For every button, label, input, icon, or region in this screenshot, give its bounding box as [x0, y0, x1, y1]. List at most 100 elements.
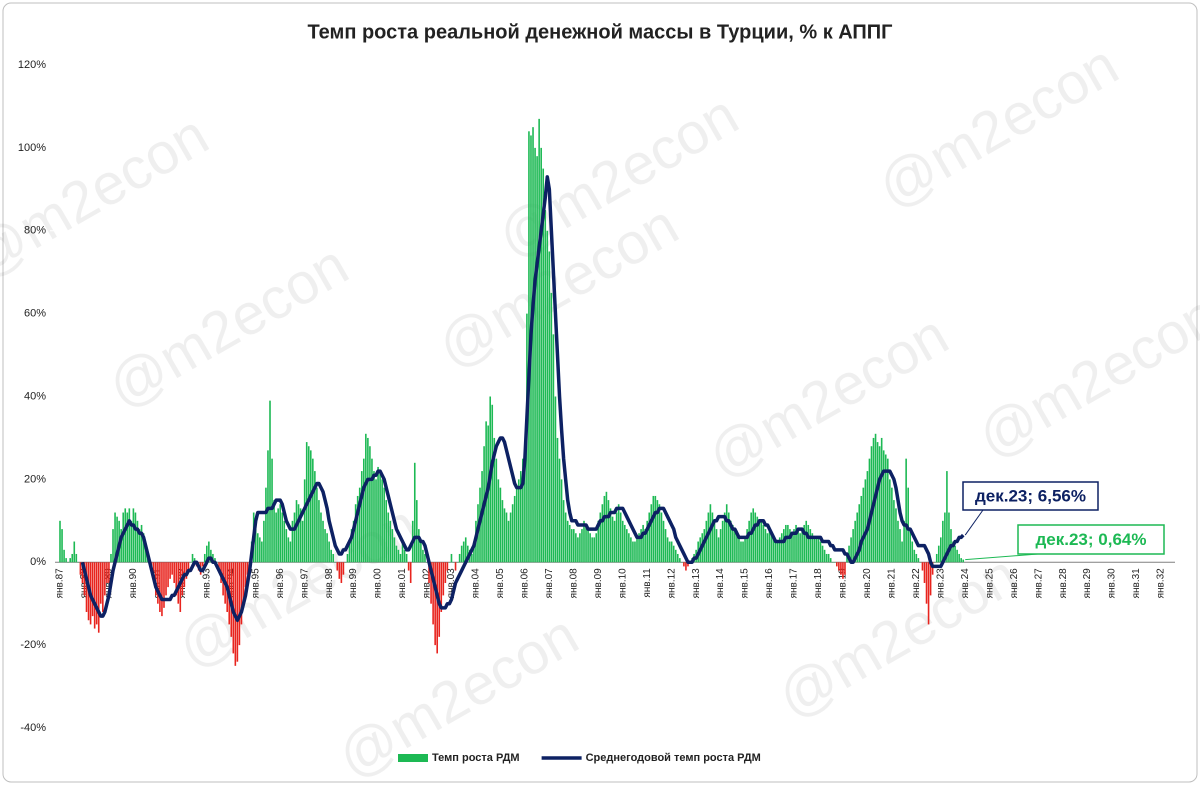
bar [506, 513, 508, 563]
bar [630, 537, 632, 562]
bar [781, 533, 783, 562]
bar [765, 529, 767, 562]
bar [124, 508, 126, 562]
bar [830, 558, 832, 562]
bar [408, 562, 410, 570]
bar [463, 542, 465, 563]
bar [775, 542, 777, 563]
bar [277, 508, 279, 562]
bar [546, 231, 548, 563]
bar [294, 513, 296, 563]
bar [544, 210, 546, 562]
bar [131, 521, 133, 562]
bar [669, 542, 671, 563]
bar [916, 554, 918, 562]
bar [508, 521, 510, 562]
bar [165, 562, 167, 595]
bar [752, 508, 754, 562]
bar [887, 459, 889, 563]
bar [385, 500, 387, 562]
bar [500, 488, 502, 563]
bar [842, 562, 844, 579]
bar [897, 521, 899, 562]
bar [563, 500, 565, 562]
bar [361, 471, 363, 562]
bar [316, 488, 318, 563]
bar [575, 533, 577, 562]
y-tick-label: -40% [20, 722, 46, 734]
x-tick-label: янв.00 [373, 568, 384, 599]
chart-title: Темп роста реальной денежной массы в Тур… [307, 21, 892, 43]
bar [320, 513, 322, 563]
bar [269, 401, 271, 563]
bar [436, 562, 438, 653]
bar [369, 446, 371, 562]
bar [820, 542, 822, 563]
x-tick-label: янв.05 [495, 568, 506, 599]
bar [133, 508, 135, 562]
bar [263, 521, 265, 562]
bar [754, 513, 756, 563]
bar [104, 562, 106, 595]
bar [936, 554, 938, 562]
x-tick-label: янв.18 [813, 568, 824, 599]
bar [744, 537, 746, 562]
bar [392, 529, 394, 562]
bar [80, 562, 82, 574]
bar [683, 562, 685, 566]
bar [491, 405, 493, 562]
x-tick-label: янв.09 [593, 568, 604, 599]
bar [763, 525, 765, 562]
bar [192, 554, 194, 562]
bar [273, 500, 275, 562]
y-tick-label: 40% [24, 390, 46, 402]
bar [504, 508, 506, 562]
bar [290, 542, 292, 563]
bar [400, 554, 402, 562]
bar [398, 550, 400, 562]
bar [826, 554, 828, 562]
bar [100, 562, 102, 603]
bar [726, 504, 728, 562]
bar [447, 562, 449, 570]
bar [767, 533, 769, 562]
bar [137, 521, 139, 562]
bar [159, 562, 161, 612]
bar [322, 521, 324, 562]
bar [593, 537, 595, 562]
bar [838, 562, 840, 570]
bar [761, 521, 763, 562]
bar [924, 562, 926, 583]
bar [363, 459, 365, 563]
bar [173, 562, 175, 583]
y-tick-label: 60% [24, 308, 46, 320]
y-tick-label: 80% [24, 225, 46, 237]
bar [63, 550, 65, 562]
bar [237, 562, 239, 661]
bar [557, 438, 559, 562]
x-tick-label: янв.26 [1009, 568, 1020, 599]
bar [671, 542, 673, 563]
bar [867, 471, 869, 562]
bar [616, 513, 618, 563]
x-tick-label: янв.95 [250, 568, 261, 599]
bar [336, 562, 338, 570]
x-tick-label: янв.29 [1082, 568, 1093, 599]
bar [414, 463, 416, 562]
bar [328, 542, 330, 563]
bar [390, 521, 392, 562]
bar [822, 546, 824, 563]
bar [895, 508, 897, 562]
bar [942, 521, 944, 562]
bar [818, 537, 820, 562]
bar [112, 529, 114, 562]
x-tick-label: янв.04 [471, 568, 482, 599]
x-tick-label: янв.97 [299, 568, 310, 599]
bar [332, 554, 334, 562]
bar [92, 562, 94, 616]
bar [553, 334, 555, 562]
bar [422, 550, 424, 562]
bar [591, 537, 593, 562]
bar [65, 558, 67, 562]
bar [312, 459, 314, 563]
